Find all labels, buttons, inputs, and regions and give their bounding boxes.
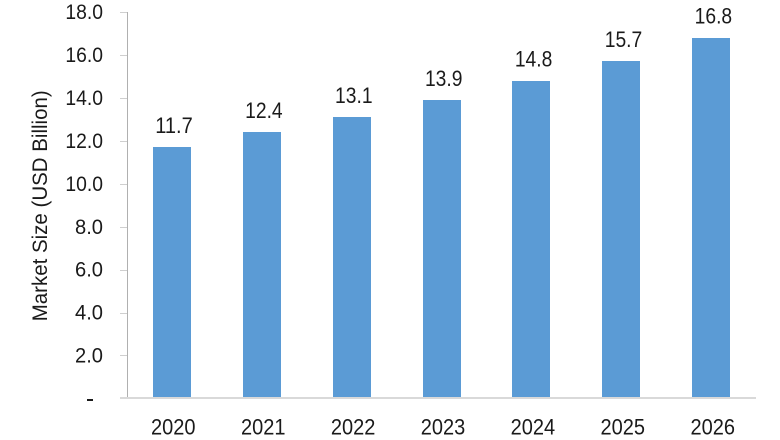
svg-text:2023: 2023 [421,414,466,439]
svg-text:13.1: 13.1 [335,83,373,108]
svg-text:2026: 2026 [690,414,735,439]
svg-text:2021: 2021 [241,414,286,439]
svg-text:12.0: 12.0 [65,130,103,153]
svg-text:8.0: 8.0 [75,216,103,239]
svg-text:16.0: 16.0 [65,44,103,67]
svg-text:2020: 2020 [151,414,196,439]
svg-text:11.7: 11.7 [155,113,193,138]
svg-text:14.8: 14.8 [515,47,553,72]
svg-text:4.0: 4.0 [75,302,103,325]
svg-text:14.0: 14.0 [65,87,103,110]
svg-text:2022: 2022 [331,414,376,439]
svg-text:2025: 2025 [601,414,646,439]
svg-text:18.0: 18.0 [65,1,103,24]
svg-text:10.0: 10.0 [65,173,103,196]
svg-text:15.7: 15.7 [605,27,643,52]
svg-text:12.4: 12.4 [245,98,283,123]
svg-text:2024: 2024 [511,414,556,439]
svg-text:2.0: 2.0 [75,345,103,368]
svg-text:13.9: 13.9 [425,66,463,91]
svg-text:6.0: 6.0 [75,259,103,282]
svg-text:16.8: 16.8 [695,4,733,29]
svg-text:Market Size (USD Billion): Market Size (USD Billion) [27,90,52,321]
